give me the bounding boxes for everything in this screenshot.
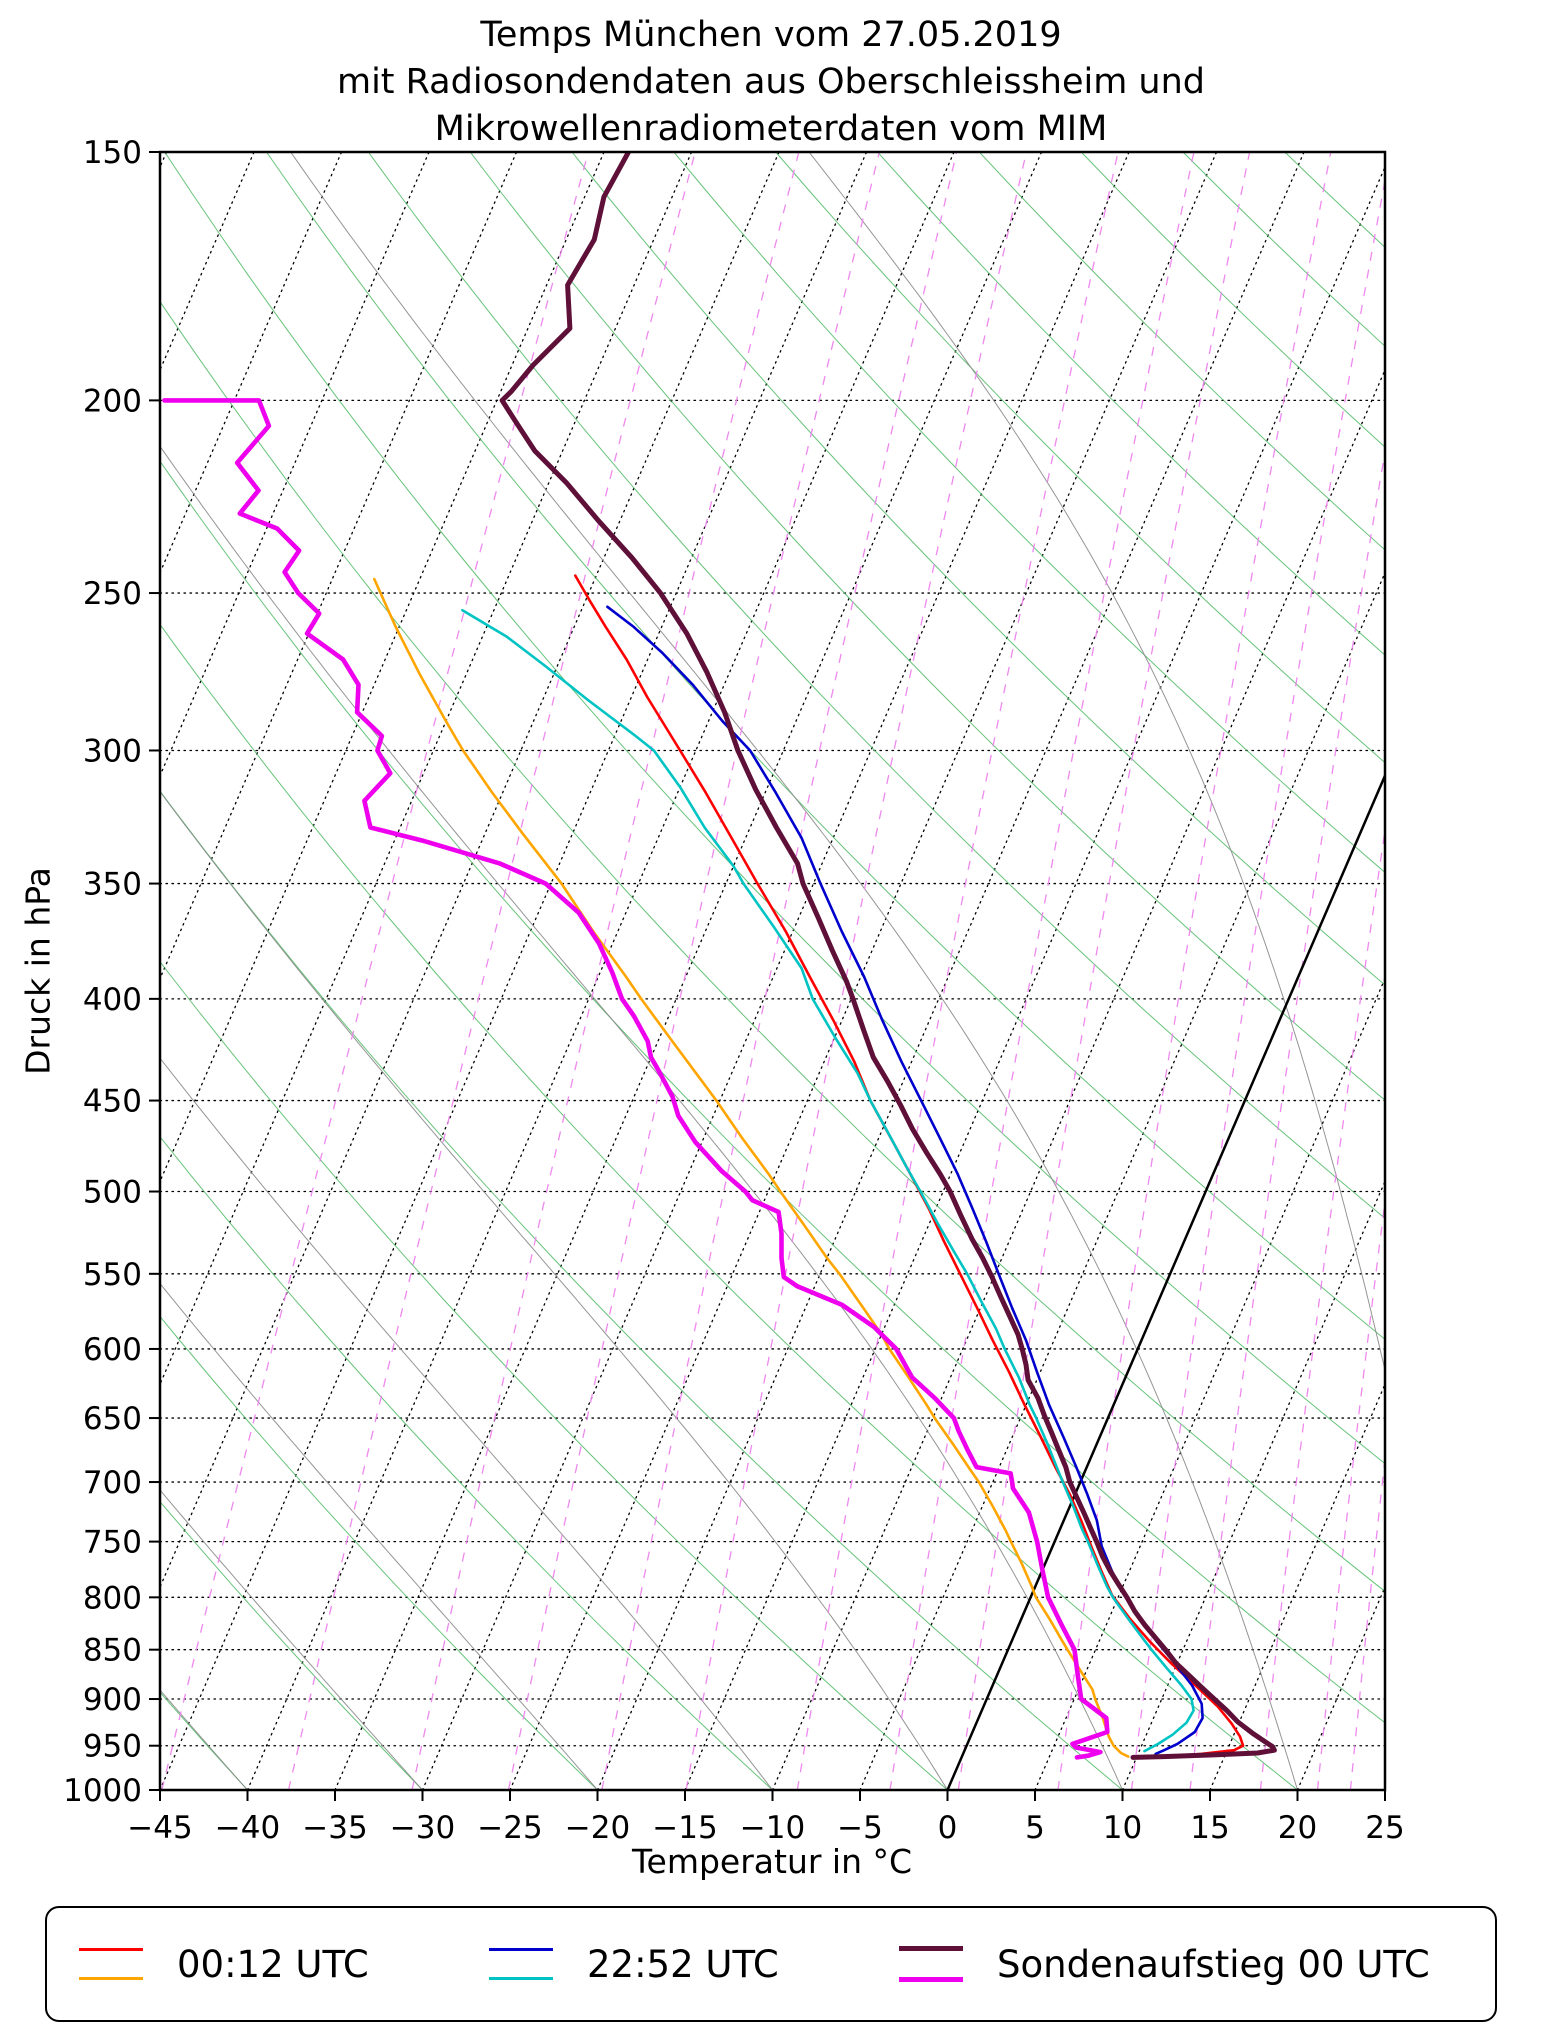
y-tick-label: 700	[83, 1465, 142, 1501]
legend-entry-0012-utc: 00:12 UTC	[47, 1943, 457, 1986]
legend-entry-2252-utc: 22:52 UTC	[457, 1943, 867, 1986]
x-tick-label: 5	[1025, 1810, 1045, 1846]
chart-grid	[160, 152, 1385, 1790]
x-tick-label: 10	[1103, 1810, 1142, 1846]
y-tick-label: 350	[83, 867, 142, 903]
title-line-1: Temps München vom 27.05.2019	[480, 15, 1062, 55]
title-line-2: mit Radiosondendaten aus Oberschleisshei…	[336, 62, 1206, 102]
y-tick-label: 750	[83, 1525, 142, 1561]
y-tick-label: 650	[83, 1401, 142, 1437]
x-tick-label: −15	[652, 1810, 717, 1846]
x-tick-label: −25	[477, 1810, 542, 1846]
dewpoint-line-icon	[899, 1977, 963, 1982]
x-tick-label: −35	[302, 1810, 367, 1846]
x-tick-label: −45	[127, 1810, 192, 1846]
x-tick-label: −20	[565, 1810, 630, 1846]
legend-line-swatches-2252	[489, 1948, 553, 1980]
chart-title: Temps München vom 27.05.2019 mit Radioso…	[0, 12, 1542, 153]
x-tick-label: 0	[938, 1810, 958, 1846]
y-tick-label: 400	[83, 982, 142, 1018]
series-t-sonde	[499, 152, 1277, 1760]
legend-entry-sondenaufstieg: Sondenaufstieg 00 UTC	[867, 1943, 1430, 1986]
dewpoint-line-icon	[489, 1977, 553, 1980]
y-tick-label: 200	[83, 383, 142, 419]
series-t-2252	[606, 605, 1204, 1756]
legend-label-sondenaufstieg: Sondenaufstieg 00 UTC	[997, 1942, 1430, 1986]
x-tick-label: 25	[1365, 1810, 1404, 1846]
legend: 00:12 UTC 22:52 UTC Sondenaufstieg 00 UT…	[45, 1906, 1497, 2022]
y-tick-label: 250	[83, 576, 142, 612]
y-tick-label: 1000	[63, 1773, 142, 1809]
y-tick-label: 150	[83, 135, 142, 171]
temperature-line-icon	[489, 1948, 553, 1951]
x-axis: −45 −40 −35 −30 −25 −20 −15 −10 −5 0 5 10 15 20 25	[127, 1790, 1405, 1846]
legend-label-0012-utc: 00:12 UTC	[177, 1942, 369, 1986]
mixing-ratio-lines	[161, 152, 1385, 1790]
legend-label-2252-utc: 22:52 UTC	[587, 1942, 779, 1986]
plot-border	[158, 150, 1387, 1792]
temperature-line-icon	[899, 1946, 963, 1951]
x-tick-label: −10	[740, 1810, 805, 1846]
legend-line-swatches-sonde	[899, 1946, 963, 1982]
isobar-grid	[160, 399, 1385, 1747]
y-axis: 150 200 250 300 350 400 450 500 550 600 650 700 750 8…	[63, 135, 160, 1809]
y-tick-label: 900	[83, 1682, 142, 1718]
series-td-sonde	[162, 398, 1110, 1760]
y-axis-label: Druck in hPa	[18, 867, 58, 1075]
series-t-0012	[574, 574, 1245, 1758]
data-series	[162, 152, 1277, 1760]
y-tick-label: 600	[83, 1332, 142, 1368]
x-tick-label: −30	[390, 1810, 455, 1846]
y-tick-label: 800	[83, 1580, 142, 1616]
x-tick-label: 20	[1278, 1810, 1317, 1846]
y-tick-label: 500	[83, 1175, 142, 1211]
x-axis-label: Temperatur in °C	[631, 1842, 913, 1881]
y-tick-label: 300	[83, 733, 142, 769]
y-tick-label: 450	[83, 1084, 142, 1120]
moist-adiabat-lines	[160, 152, 1385, 1790]
y-tick-label: 550	[83, 1257, 142, 1293]
x-tick-label: −5	[837, 1810, 883, 1846]
title-line-3: Mikrowellenradiometerdaten vom MIM	[434, 109, 1108, 149]
temperature-line-icon	[79, 1948, 143, 1951]
series-td-2252	[461, 608, 1195, 1753]
x-tick-label: 15	[1190, 1810, 1229, 1846]
legend-line-swatches-0012	[79, 1948, 143, 1980]
x-tick-label: −40	[215, 1810, 280, 1846]
dewpoint-line-icon	[79, 1977, 143, 1980]
y-tick-label: 850	[83, 1633, 142, 1669]
y-tick-label: 950	[83, 1729, 142, 1765]
zero-isotherm-line	[946, 772, 1385, 1790]
series-td-0012	[373, 577, 1130, 1758]
